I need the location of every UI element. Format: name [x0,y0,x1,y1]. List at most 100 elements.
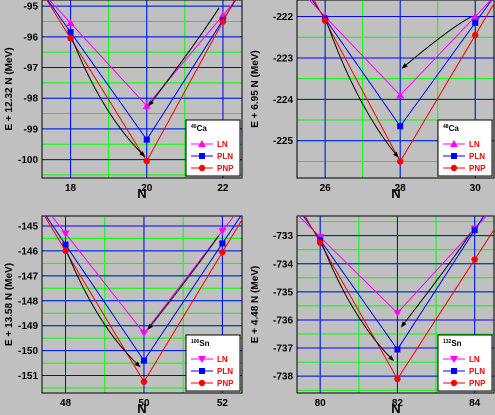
legend-marker-LN [198,356,206,363]
legend-label-PNP: PNP [217,379,234,388]
nucleus-label: 132Sn [443,339,462,348]
y-axis-label: E + 12.32 N (MeV) [4,47,15,130]
nucleus-mass: 48 [443,124,449,130]
x-tick-label: 80 [315,398,327,409]
legend-marker-LN [198,140,206,147]
legend-box [437,334,493,392]
y-tick-label: -735 [273,287,293,298]
annotation-arrow [400,232,472,328]
x-tick-label: 84 [469,398,481,409]
legend-marker-LN [450,140,458,147]
y-axis-label: E + 4.48 N (MeV) [250,266,261,344]
x-tick-label: 28 [395,183,407,194]
legend-marker-PLN [199,153,205,159]
data-point-PNP [471,256,478,263]
data-point-PLN [67,29,74,36]
panel-top-right: -222 -223 -224 -225 26 28 30 E + 6.95 N (MeV) N 4… [250,0,495,201]
legend-marker-PLN [451,153,457,159]
annotation-arrow [321,243,394,362]
y-axis-label: E + 6.95 N (MeV) [250,50,261,128]
legend-label-PLN: PLN [469,152,485,161]
legend-label-LN: LN [469,140,480,149]
legend-label-PLN: PLN [217,152,233,161]
data-point-PNP [67,35,74,42]
legend-marker-PNP [198,379,206,387]
legend-label-PNP: PNP [469,379,486,388]
panel-bottom-right: -733 -734 -735 -736 -737 -738 80 82 84 E + 4.48 N… [250,215,495,415]
y-tick-label: -225 [273,136,293,147]
y-tick-label: -736 [273,315,293,326]
nucleus-label: 40Ca [191,124,207,133]
nucleus-symbol: Ca [197,124,208,133]
data-point-LN [471,12,480,20]
data-point-PLN [140,357,147,364]
legend-marker-PNP [198,164,206,172]
data-point-PLN [219,240,226,247]
x-axis-label: N [137,186,146,201]
plot-frame [41,0,243,179]
plot-frame [296,0,495,179]
annotation-arrow [401,16,472,69]
legend-label-LN: LN [469,355,480,364]
data-point-LN [396,91,405,99]
y-tick-label: -148 [18,296,38,307]
data-point-PNP [143,157,150,165]
y-tick-label: -149 [18,321,38,332]
y-tick-label: -98 [24,94,39,105]
x-tick-label: 50 [138,398,150,409]
data-point-PNP [396,158,404,165]
nucleus-label: 48Ca [443,124,459,133]
y-tick-label: -145 [18,221,38,232]
legend-marker-PLN [451,368,457,374]
data-point-PNP [472,31,479,39]
nucleus-mass: 100 [191,339,200,345]
legend-label-PLN: PLN [217,367,233,376]
data-point-PLN [397,123,404,130]
y-tick-label: -151 [18,371,38,382]
data-point-LN [66,19,75,27]
data-point-LN [139,330,148,338]
data-point-PNP [321,17,329,24]
legend-label-PNP: PNP [217,164,234,173]
data-point-PLN [472,19,479,26]
data-point-PNP [219,248,226,256]
y-tick-label: -96 [24,32,39,43]
x-axis-label: N [391,186,400,201]
legend-label-LN: LN [217,140,228,149]
y-tick-label: -146 [18,246,38,257]
y-tick-label: -737 [273,344,293,355]
annotation-arrow [67,253,141,368]
data-point-LN [218,227,227,235]
legend-marker-PNP [450,379,458,387]
legend-box [185,119,241,177]
data-point-PNP [140,378,148,385]
legend-marker-PLN [199,368,205,374]
legend-box [185,334,241,392]
y-tick-label: -733 [273,231,293,242]
data-point-PNP [219,18,227,25]
y-tick-label: -147 [18,271,38,282]
annotation-arrow [148,7,220,107]
legend-label-PNP: PNP [469,164,486,173]
x-tick-label: 48 [60,398,72,409]
data-point-PLN [62,241,69,248]
panel-top-left: -95 -96 -97 -98 -99 -100 18 20 22 E + 12.32 N (Me… [4,0,243,201]
y-tick-label: -734 [273,259,293,270]
data-point-PNP [394,375,401,383]
legend-marker-PNP [450,164,458,172]
x-tick-label: 52 [217,398,229,409]
legend-box [437,119,493,177]
data-point-PLN [471,227,478,234]
legend-marker-LN [450,356,458,363]
y-tick-label: -224 [273,95,293,106]
y-tick-label: -738 [273,372,293,383]
y-tick-label: -97 [24,63,39,74]
nucleus-symbol: Sn [451,339,461,348]
data-point-LN [142,101,151,109]
data-point-PLN [143,136,150,143]
data-point-LN [61,230,70,238]
x-tick-label: 22 [217,183,229,194]
x-tick-label: 26 [320,183,332,194]
panel-bottom-left: -145 -146 -147 -148 -149 -150 -151 48 50 52 E + 13… [4,215,243,415]
nucleus-mass: 40 [191,124,197,130]
